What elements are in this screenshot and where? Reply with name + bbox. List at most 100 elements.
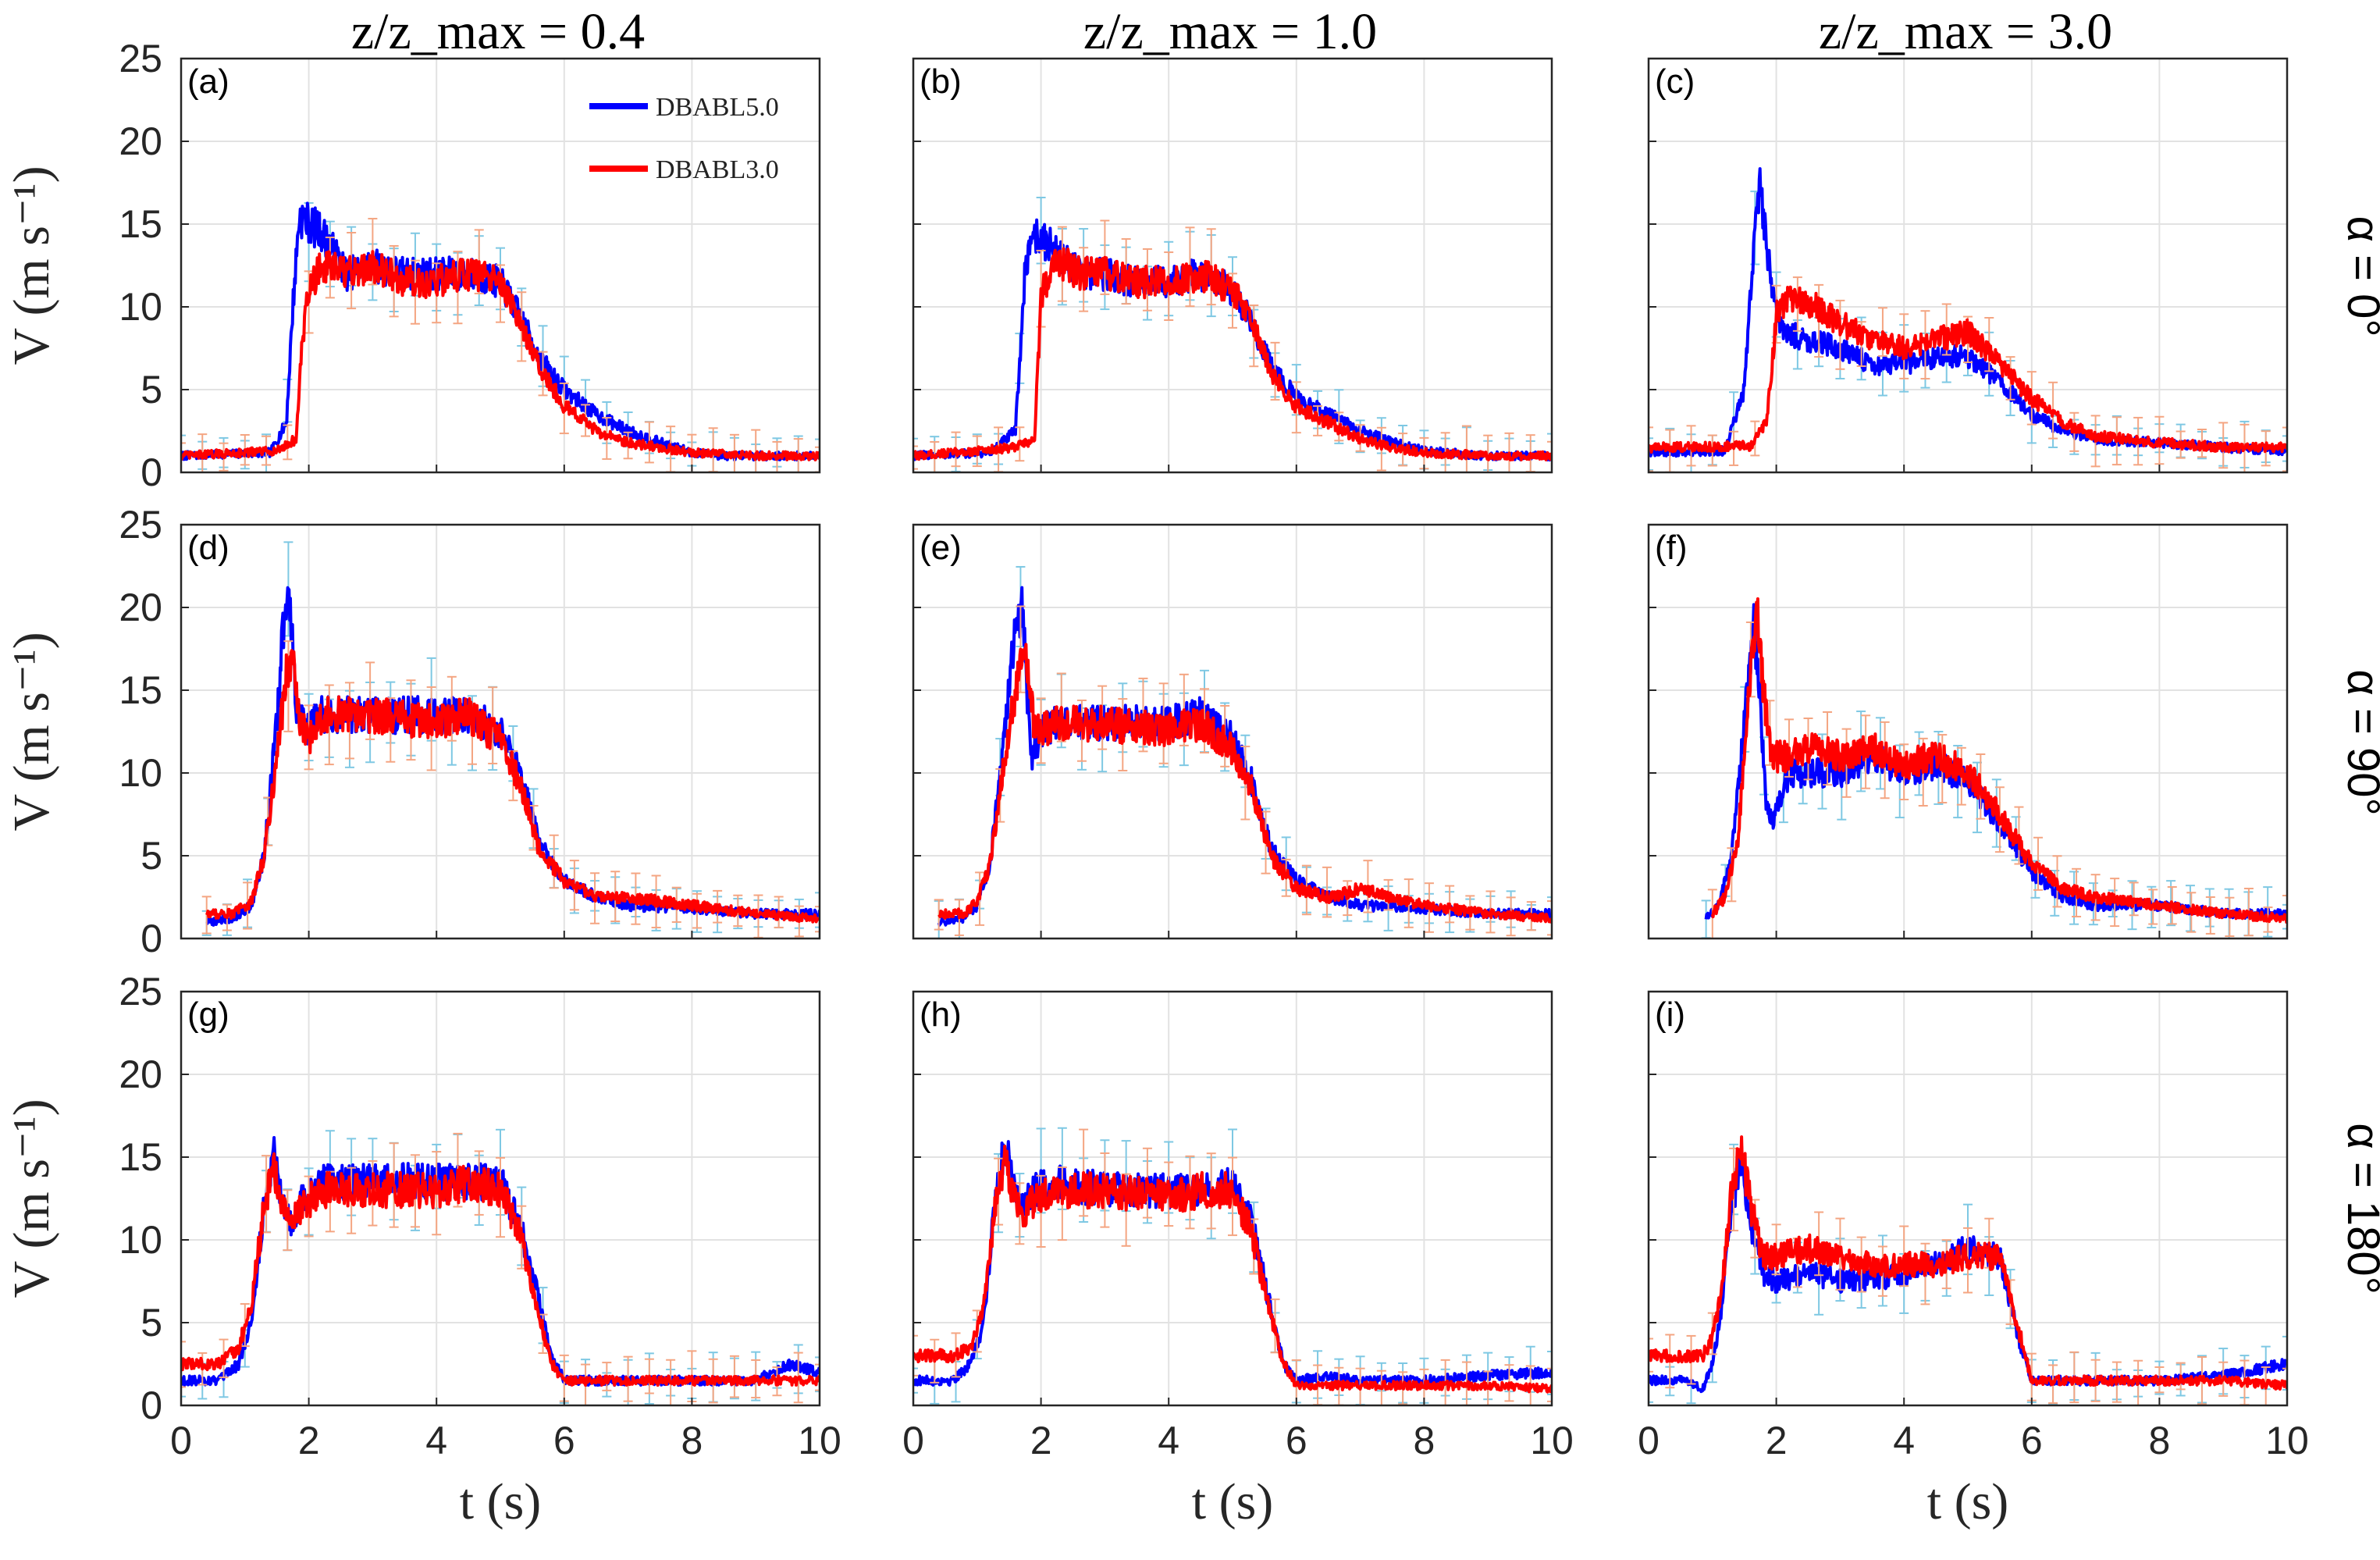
x-tick-label: 6	[2021, 1419, 2043, 1462]
y-tick-label: 5	[141, 368, 162, 411]
axes-frame	[912, 523, 1553, 940]
x-tick-label: 4	[425, 1419, 447, 1462]
y-tick-label: 10	[119, 751, 162, 795]
series-dbabl3-0	[934, 605, 1552, 937]
panel-label: (g)	[187, 995, 229, 1034]
y-tick-label: 25	[119, 37, 162, 80]
panel-label: (h)	[920, 995, 962, 1034]
x-tick-label: 6	[553, 1419, 575, 1462]
panel-h: 0 2 4 6 8 10 (h) t (s)	[902, 990, 1574, 1530]
axes-frame	[1647, 523, 2289, 940]
panel-label: (i)	[1655, 995, 1685, 1034]
y-tick-label: 10	[119, 285, 162, 329]
series-dbabl3-0	[913, 219, 1552, 472]
plot-area	[1649, 992, 2287, 1405]
series-dbabl3-0	[181, 218, 820, 472]
panel-e: (e)	[912, 523, 1553, 940]
x-axis-label: t (s)	[460, 1473, 541, 1530]
series-dbabl3-0	[201, 640, 820, 938]
col-title-2: z/z_max = 1.0	[1083, 3, 1377, 60]
axes-frame	[180, 990, 821, 1407]
y-axis-label: V (m s⁻¹)	[3, 1099, 60, 1298]
x-tick-label: 6	[1286, 1419, 1307, 1462]
axes-frame	[180, 523, 821, 940]
y-axis-label: V (m s⁻¹)	[3, 166, 60, 365]
x-tick-label: 10	[2265, 1419, 2309, 1462]
row-label-3: α = 180°	[2338, 1123, 2380, 1295]
series-dbabl3-0	[1649, 1135, 2287, 1405]
x-tick-label: 2	[1766, 1419, 1788, 1462]
x-axis-label: t (s)	[1192, 1473, 1273, 1530]
x-tick-label: 4	[1158, 1419, 1179, 1462]
panel-c: (c)	[1647, 57, 2289, 474]
y-tick-label: 15	[119, 1135, 162, 1179]
panel-label: (a)	[187, 62, 229, 101]
panel-g: 0 2 4 6 8 10 0 5 10 15 20 25 (g) V (m s⁻¹) t (s)	[3, 970, 841, 1530]
axes-frame	[180, 57, 821, 474]
x-tick-label: 0	[170, 1419, 192, 1462]
panel-label: (b)	[920, 62, 962, 101]
y-tick-label: 10	[119, 1218, 162, 1262]
y-tick-label: 5	[141, 834, 162, 878]
y-tick-label: 15	[119, 202, 162, 246]
series-dbabl3-0	[913, 1128, 1552, 1405]
series-line	[913, 1145, 1552, 1394]
y-tick-label: 20	[119, 119, 162, 163]
panel-label: (d)	[187, 529, 229, 567]
col-title-3: z/z_max = 3.0	[1819, 3, 2112, 60]
series-line	[205, 649, 820, 924]
y-tick-label: 0	[141, 451, 162, 494]
series-line	[1649, 1135, 2287, 1391]
y-tick-label: 0	[141, 917, 162, 960]
legend-label-dbabl3: DBABL3.0	[656, 155, 779, 184]
panel-b: (b)	[912, 57, 1553, 474]
x-tick-label: 8	[2148, 1419, 2170, 1462]
panel-d: 0 5 10 15 20 25 (d) V (m s⁻¹)	[3, 503, 821, 960]
panel-label: (c)	[1655, 62, 1695, 101]
axes-frame	[1647, 57, 2289, 474]
x-tick-label: 0	[902, 1419, 924, 1462]
x-tick-label: 2	[298, 1419, 320, 1462]
column-titles: z/z_max = 0.4 z/z_max = 1.0 z/z_max = 3.…	[351, 3, 2112, 60]
axes-frame	[1647, 990, 2289, 1407]
y-tick-label: 20	[119, 1052, 162, 1096]
y-tick-label: 5	[141, 1301, 162, 1345]
x-axis-label: t (s)	[1927, 1473, 2008, 1530]
panel-label: (f)	[1655, 529, 1688, 567]
panel-f: (f)	[1647, 523, 2289, 940]
x-tick-label: 8	[1413, 1419, 1435, 1462]
plot-area	[1649, 59, 2287, 472]
series-line	[937, 643, 1552, 924]
x-tick-label: 0	[1638, 1419, 1660, 1462]
y-axis-label: V (m s⁻¹)	[3, 632, 60, 831]
series-line	[181, 250, 820, 461]
series-line	[181, 1152, 820, 1387]
y-tick-label: 0	[141, 1384, 162, 1427]
series-line	[913, 247, 1552, 461]
legend-label-dbabl5: DBABL5.0	[656, 93, 779, 122]
plot-area	[913, 525, 1552, 938]
series-dbabl3-0	[1707, 597, 2287, 938]
row-label-1: α = 0°	[2338, 215, 2380, 337]
col-title-1: z/z_max = 0.4	[351, 3, 645, 60]
series-dbabl3-0	[1649, 276, 2287, 472]
y-tick-label: 20	[119, 586, 162, 629]
y-tick-label: 15	[119, 668, 162, 712]
row-label-2: α = 90°	[2338, 669, 2380, 815]
axes-frame	[912, 990, 1553, 1407]
series-line	[1710, 597, 2287, 924]
panel-a: 0 5 10 15 20 25 (a) V (m s⁻¹)	[3, 37, 821, 494]
x-tick-label: 10	[798, 1419, 841, 1462]
y-tick-label: 25	[119, 503, 162, 547]
x-tick-label: 4	[1893, 1419, 1915, 1462]
series-line	[1649, 285, 2287, 454]
legend: DBABL5.0 DBABL3.0	[589, 93, 779, 184]
axes-frame	[912, 57, 1553, 474]
x-tick-label: 2	[1030, 1419, 1052, 1462]
row-labels: α = 0° α = 90° α = 180°	[2338, 215, 2380, 1294]
panel-i: 0 2 4 6 8 10 (i) t (s)	[1638, 990, 2309, 1530]
plot-area	[1649, 525, 2287, 938]
x-tick-label: 8	[681, 1419, 703, 1462]
